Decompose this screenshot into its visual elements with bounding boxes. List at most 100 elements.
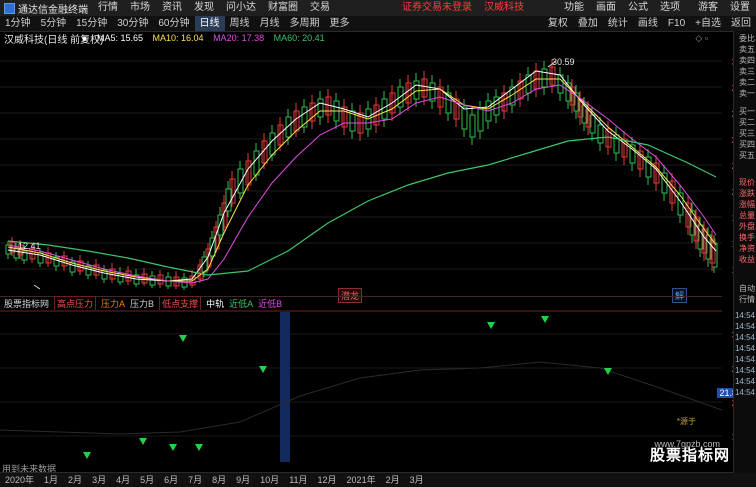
menu-item-quotes[interactable]: 行情 [98, 2, 118, 13]
high-price-annotation: 30.59 [552, 57, 575, 67]
period-60min[interactable]: 60分钟 [158, 18, 190, 29]
sidebar-row-sell5: 卖五 [739, 45, 755, 54]
sidebar-row-buy1: 买一 [739, 107, 755, 116]
stock-shortcut[interactable]: 汉威科技 [484, 2, 524, 13]
logo-icon [4, 2, 15, 14]
menu-item-news[interactable]: 资讯 [162, 2, 182, 13]
period-30min[interactable]: 30分钟 [117, 18, 149, 29]
sidebar-row-sell2: 卖二 [739, 78, 755, 87]
page-title: 汉威科技(日线 前复权) [4, 34, 104, 46]
quote-sidebar[interactable]: 委比 卖五 卖四 卖三 卖二 卖一 买一 买二 买三 买四 买五 现价 涨跌 涨… [733, 31, 756, 473]
date-label: 2月 [385, 475, 400, 485]
sidebar-row-time: 14:54 [734, 311, 755, 320]
login-notice[interactable]: 证券交易未登录 [402, 2, 472, 13]
app-logo: 通达信金融终端 [0, 0, 92, 16]
date-label: 7月 [188, 475, 203, 485]
sidebar-row-volume: 总量 [739, 211, 755, 220]
date-label: 1月 [44, 475, 59, 485]
period-week[interactable]: 周线 [229, 18, 250, 29]
sidebar-row-buy4: 买四 [739, 140, 755, 149]
period-15min[interactable]: 15分钟 [76, 18, 108, 29]
sidebar-row-turnover: 换手 [739, 233, 755, 242]
ma-dot-icon: ● [82, 33, 88, 43]
ma-legend: ● MA5: 15.65 MA10: 16.04 MA20: 17.38 MA6… [82, 33, 332, 43]
sidebar-row-buy3: 买三 [739, 129, 755, 138]
menu-item-market[interactable]: 市场 [130, 2, 150, 13]
indicator-seg-high-pressure: 高点压力 [54, 296, 97, 311]
indicator-seg-pressure-b: 压力B [130, 299, 155, 309]
indicator-seg-low-support: 低点支撑 [159, 296, 202, 311]
sidebar-row-eps: 收益 [739, 255, 755, 264]
menu-item-wealth[interactable]: 财富圈 [268, 2, 298, 13]
sidebar-row-price: 现价 [739, 178, 755, 187]
toolbar-drawline[interactable]: 画线 [637, 18, 658, 29]
sidebar-row-time: 14:54 [734, 322, 755, 331]
sidebar-row-time: 14:54 [734, 388, 755, 397]
period-more[interactable]: 更多 [329, 18, 350, 29]
sidebar-row-time: 14:54 [734, 333, 755, 342]
menu-item-options[interactable]: 选项 [660, 2, 680, 13]
sidebar-row-pct: 涨幅 [739, 200, 755, 209]
period-toolbar: 1分钟 5分钟 15分钟 30分钟 60分钟 日线 周线 月线 多周期 更多 复… [0, 16, 756, 32]
indicator-seg-pressure-a: 压力A [101, 299, 126, 309]
signal-arrow [139, 438, 147, 445]
indicator-seg-low-a: 近低A [229, 299, 254, 309]
sidebar-row-quotes[interactable]: 行情 [739, 295, 755, 304]
menu-item-formula[interactable]: 公式 [628, 2, 648, 13]
menu-item-screen[interactable]: 画面 [596, 2, 616, 13]
watermark-small: *源于 [676, 417, 696, 426]
signal-arrow [195, 444, 203, 451]
ma60-label: MA60: 20.41 [273, 33, 325, 43]
toolbar-f10[interactable]: F10 [667, 18, 686, 29]
menu-item-discover[interactable]: 发现 [194, 2, 214, 13]
menu-item-trade[interactable]: 交易 [310, 2, 330, 13]
indicator-pane[interactable] [0, 310, 722, 462]
price-chart-svg [0, 59, 722, 290]
sidebar-row-sell1: 卖一 [739, 89, 755, 98]
price-chart-pane[interactable]: 30.59 12.41 潜龙 解 [0, 45, 722, 303]
toolbar-back[interactable]: 返回 [731, 18, 751, 29]
toolbar-add-watchlist[interactable]: +自选 [695, 18, 721, 29]
period-multi[interactable]: 多周期 [289, 18, 320, 29]
menu-item-guest[interactable]: 游客 [698, 2, 718, 13]
date-label-year-2020: 2020年 [5, 475, 35, 485]
sidebar-row-sell4: 卖四 [739, 56, 755, 65]
menu-item-settings[interactable]: 设置 [730, 2, 750, 13]
sidebar-row-auto[interactable]: 自动 [739, 284, 755, 293]
date-label: 10月 [260, 475, 280, 485]
period-day[interactable]: 日线 [194, 16, 225, 31]
sidebar-row-outer: 外盘 [739, 222, 755, 231]
date-axis-bar: 2020年 1月 2月 3月 4月 5月 6月 7月 8月 9月 10月 11月… [0, 472, 756, 487]
ma20-label: MA20: 17.38 [213, 33, 265, 43]
date-label: 2月 [68, 475, 83, 485]
watermark-sub: www.7gpzb.com [654, 439, 720, 449]
toolbar-overlay[interactable]: 叠加 [577, 18, 598, 29]
sidebar-row-time: 14:54 [734, 366, 755, 375]
chart-window-icons[interactable]: ◇ ▫ [695, 33, 708, 43]
date-label: 9月 [236, 475, 251, 485]
signal-arrow [83, 452, 91, 459]
menu-item-function[interactable]: 功能 [564, 2, 584, 13]
toolbar-stats[interactable]: 统计 [607, 18, 628, 29]
signal-arrow [487, 322, 495, 329]
indicator-svg [0, 310, 722, 462]
period-month[interactable]: 月线 [259, 18, 280, 29]
app-title: 通达信金融终端 [18, 4, 88, 16]
date-label: 12月 [317, 475, 337, 485]
toolbar-adjust[interactable]: 复权 [547, 18, 568, 29]
pane-divider [0, 296, 722, 297]
date-label: 5月 [140, 475, 155, 485]
sidebar-row-time: 14:54 [734, 344, 755, 353]
top-menu-bar: 通达信金融终端 行情 市场 资讯 发现 问小达 财富圈 交易 证券交易未登录 汉… [0, 0, 756, 17]
signal-arrow [541, 316, 549, 323]
ma10-label: MA10: 16.04 [152, 33, 204, 43]
period-5min[interactable]: 5分钟 [40, 18, 67, 29]
indicator-name: 股票指标网 [4, 299, 50, 309]
period-1min[interactable]: 1分钟 [5, 18, 31, 29]
chart-title-row: 汉威科技(日线 前复权) [0, 31, 756, 46]
indicator-header: 股票指标网 高点压力 压力A 压力B 低点支撑 中轨 近低A 近低B [0, 296, 722, 311]
sidebar-row-time: 14:54 [734, 377, 755, 386]
low-price-annotation: 12.41 [18, 241, 41, 251]
menu-item-ask[interactable]: 问小达 [226, 2, 256, 13]
